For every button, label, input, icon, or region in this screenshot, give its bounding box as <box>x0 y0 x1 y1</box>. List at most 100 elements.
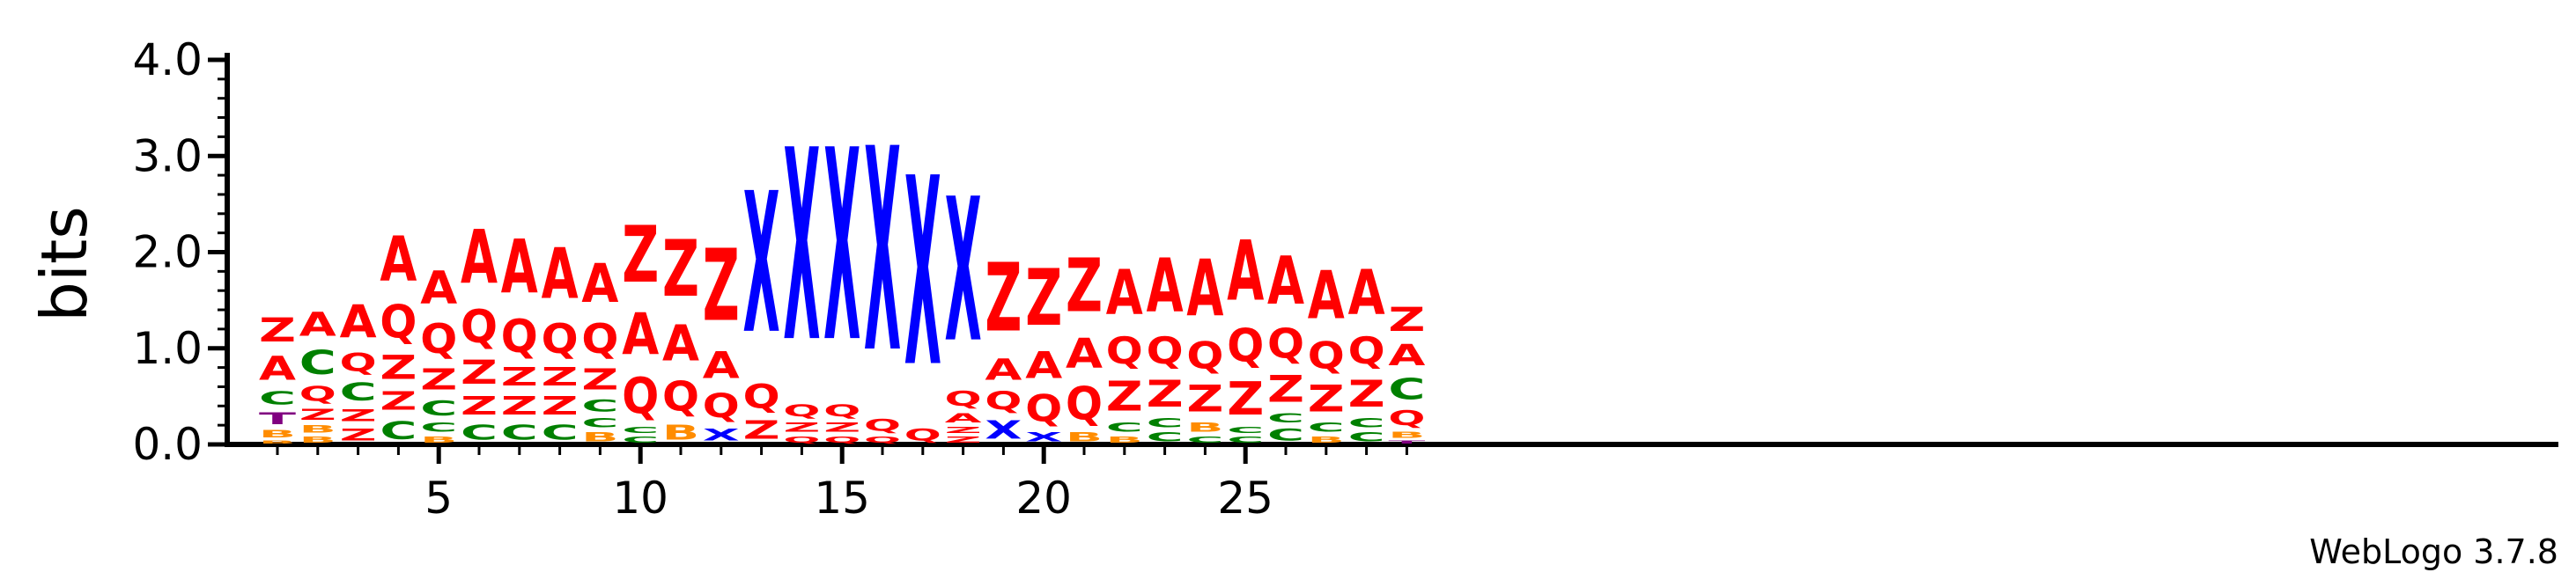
y-tick-label: 0.0 <box>132 419 203 470</box>
y-tick-label: 2.0 <box>132 227 203 278</box>
logo-letter-A: A <box>380 224 417 296</box>
logo-letter-X: X <box>985 416 1022 444</box>
logo-stacks: BBTCAZBBZQCAZZCQACZZQABCCZQACZZQACZZQACZ… <box>259 90 1426 444</box>
logo-letter-A: A <box>461 214 498 301</box>
x-tick-label: 15 <box>814 473 870 524</box>
logo-letter-Z: Z <box>501 363 538 392</box>
logo-letter-Q: Q <box>501 310 538 363</box>
logo-letter-Z: Z <box>1025 252 1062 343</box>
logo-letter-A: A <box>985 353 1022 387</box>
logo-letter-A: A <box>703 344 740 386</box>
logo-letter-Z: Z <box>1267 368 1304 411</box>
logo-column-17: QX <box>904 123 941 444</box>
logo-letter-Z: Z <box>461 392 498 421</box>
logo-letter-Q: Q <box>299 383 336 407</box>
logo-letter-Q: Q <box>703 387 740 425</box>
logo-column-13: ZQX <box>743 152 780 444</box>
logo-letter-Z: Z <box>1147 372 1184 415</box>
logo-letter-C: C <box>622 425 659 435</box>
logo-letter-A: A <box>581 253 618 315</box>
logo-letter-Z: Z <box>380 387 417 416</box>
logo-letter-C: C <box>581 415 618 429</box>
logo-letter-A: A <box>340 297 377 349</box>
logo-letter-C: C <box>259 388 296 409</box>
logo-letter-Q: Q <box>420 315 457 363</box>
logo-letter-Q: Q <box>461 300 498 353</box>
logo-letter-Q: Q <box>864 435 901 444</box>
logo-letter-A: A <box>1227 224 1264 320</box>
y-tick-label: 3.0 <box>132 130 203 181</box>
logo-letter-Q: Q <box>823 401 860 421</box>
logo-letter-Z: Z <box>299 407 336 424</box>
logo-letter-Q: Q <box>783 401 820 421</box>
logo-letter-C: C <box>1186 435 1223 444</box>
x-tick-label: 25 <box>1217 473 1273 524</box>
logo-letter-Z: Z <box>1348 372 1385 415</box>
logo-letter-Q: Q <box>1308 334 1345 377</box>
logo-letter-Z: Z <box>501 392 538 421</box>
logo-letter-Q: Q <box>340 349 377 378</box>
logo-letter-Q: Q <box>662 373 699 421</box>
x-tick-label: 10 <box>612 473 668 524</box>
logo-letter-Z: Z <box>1227 372 1264 425</box>
logo-letter-Z: Z <box>380 349 417 387</box>
logo-letter-Z: Z <box>622 209 659 300</box>
logo-letter-Q: Q <box>1147 329 1184 372</box>
logo-letter-Z: Z <box>823 421 860 435</box>
logo-letter-C: C <box>1348 430 1385 444</box>
logo-letter-Q: Q <box>1106 329 1143 372</box>
logo-letter-C: C <box>1147 430 1184 444</box>
logo-letter-Q: Q <box>783 435 820 444</box>
y-tick-label: 1.0 <box>132 323 203 374</box>
logo-letter-X: X <box>823 94 860 400</box>
logo-letter-C: C <box>1308 421 1345 435</box>
logo-letter-X: X <box>743 152 780 377</box>
logo-letter-B: B <box>259 429 296 440</box>
logo-letter-X: X <box>904 123 941 424</box>
logo-letter-A: A <box>662 316 699 373</box>
logo-letter-A: A <box>1186 244 1223 334</box>
logo-letter-A: A <box>1106 257 1143 329</box>
logo-letter-B: B <box>1066 430 1103 444</box>
weblogo-credit: WebLogo 3.7.8 <box>2309 532 2558 571</box>
y-axis: 0.0 1.0 2.0 3.0 4.0 <box>132 34 230 470</box>
logo-letter-T: T <box>1388 440 1425 444</box>
logo-letter-C: C <box>1106 421 1143 435</box>
logo-letter-B: B <box>299 435 336 444</box>
logo-letter-C: C <box>461 421 498 444</box>
logo-letter-A: A <box>1066 329 1103 377</box>
logo-letter-Z: Z <box>340 407 377 426</box>
logo-letter-Q: Q <box>622 369 659 426</box>
logo-letter-A: A <box>420 263 457 315</box>
logo-letter-C: C <box>420 397 457 421</box>
logo-column-16: QQX <box>864 90 901 444</box>
logo-letter-Z: Z <box>420 363 457 397</box>
logo-letter-B: B <box>581 430 618 444</box>
x-tick-label: 5 <box>424 473 453 524</box>
logo-letter-A: A <box>1348 257 1385 329</box>
logo-letter-Q: Q <box>1267 320 1304 368</box>
logo-letter-Q: Q <box>380 296 417 349</box>
logo-letter-Z: Z <box>783 421 820 435</box>
logo-letter-Q: Q <box>904 425 941 444</box>
logo-letter-Q: Q <box>1025 386 1062 429</box>
logo-letter-A: A <box>1308 258 1345 334</box>
logo-letter-B: B <box>1186 421 1223 435</box>
